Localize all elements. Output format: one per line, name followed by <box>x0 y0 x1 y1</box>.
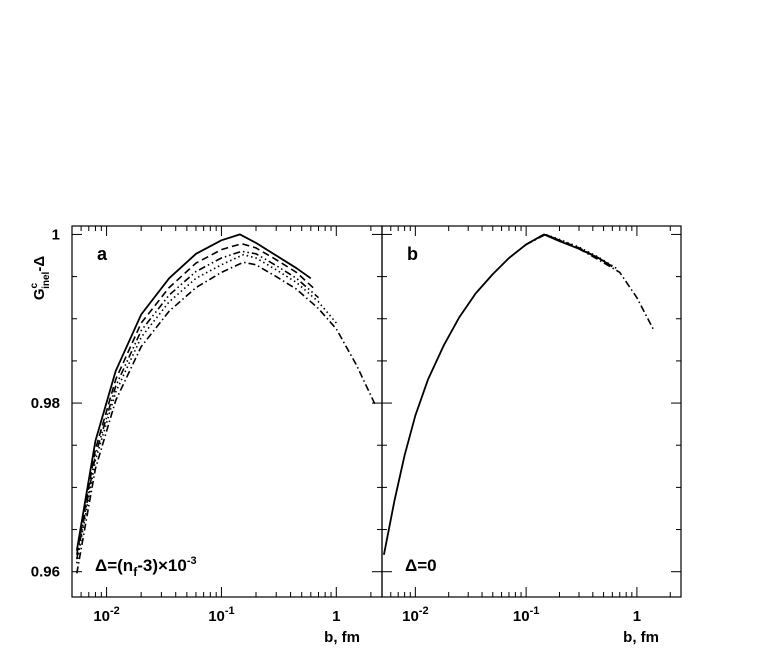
panel-a: 10-2 10-1 1 0.96 0.98 1 b, fm Gcinel-Δ a Δ=(nf-3)… <box>29 225 383 646</box>
x-axis-title: b, fm <box>324 629 360 646</box>
panel-annotation: Δ=(nf-3)×10-3 <box>95 555 197 579</box>
x-tick-label: 1 <box>633 608 641 625</box>
series-line-dash-dot <box>525 233 654 330</box>
series-line-dash-dot-dot <box>76 250 320 560</box>
x-tick-label: 10-1 <box>513 605 539 625</box>
panel-b: 10-2 10-1 1 b, fm b Δ=0 <box>381 225 682 646</box>
panel-label: b <box>407 244 418 264</box>
x-axis-title: b, fm <box>623 629 659 646</box>
series-line-solid <box>383 233 613 555</box>
series-line-dashed <box>525 233 613 268</box>
series-line-dash-dot <box>76 261 377 574</box>
plot-frame <box>71 225 383 598</box>
plot-frame <box>381 225 682 598</box>
panel-annotation: Δ=0 <box>405 556 437 575</box>
x-tick-label: 10-1 <box>208 605 234 625</box>
y-tick-label: 1 <box>52 226 60 243</box>
series-line-dotted <box>76 253 337 564</box>
x-tick-label: 10-2 <box>93 605 119 625</box>
series-line-dotted <box>525 233 617 269</box>
y-tick-label: 0.98 <box>31 395 60 412</box>
y-axis-title: Gcinel-Δ <box>29 256 52 300</box>
x-tick-label: 1 <box>332 608 340 625</box>
series-line-solid <box>75 233 312 551</box>
x-tick-label: 10-2 <box>402 605 428 625</box>
panel-label: a <box>97 244 108 264</box>
series-line-dashed <box>76 242 316 555</box>
y-tick-label: 0.96 <box>31 564 60 581</box>
